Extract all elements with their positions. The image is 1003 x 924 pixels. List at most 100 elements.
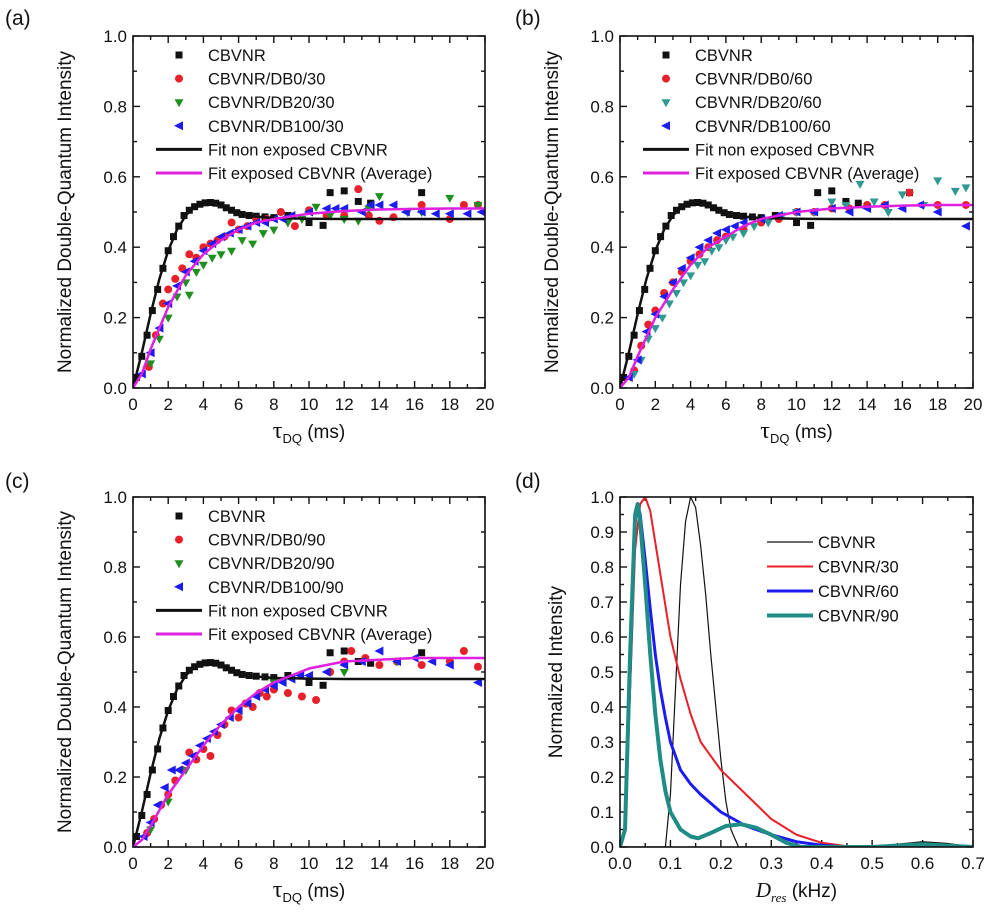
plot-frame	[619, 496, 974, 848]
data-point	[897, 191, 907, 200]
series-markers	[629, 177, 971, 379]
data-point	[166, 765, 176, 775]
y-tick-label: 0.8	[103, 558, 127, 577]
legend-label: Fit non exposed CBVNR	[695, 141, 875, 159]
legend-label: CBVNR	[208, 508, 266, 526]
y-tick-label: 0.2	[590, 768, 614, 787]
x-axis-label: τDQ (ms)	[273, 877, 345, 905]
x-tick-label: 12	[335, 854, 354, 873]
data-point	[883, 209, 893, 217]
legend: CBVNR CBVNR/DB0/60 CBVNR/DB20/60 CBVNR/DB10…	[643, 47, 919, 183]
data-point	[164, 285, 173, 294]
data-point	[686, 272, 696, 281]
data-point	[354, 197, 362, 205]
legend-marker	[175, 51, 183, 59]
x-tick-label: 8	[269, 854, 278, 873]
x-tick-label: 12	[335, 395, 354, 414]
data-point	[305, 219, 313, 227]
data-point	[933, 177, 943, 186]
data-point	[694, 242, 704, 252]
plot-frame	[132, 35, 486, 389]
y-tick-label: 0.6	[590, 168, 614, 187]
data-point	[417, 200, 426, 209]
x-axis-label-sub: DQ	[770, 431, 790, 446]
y-tick-label: 0.6	[590, 628, 614, 647]
data-point	[664, 300, 674, 309]
x-axis-label-main: τ	[760, 418, 770, 444]
data-point	[158, 299, 167, 308]
y-axis-label: Normalized Double-Quantum Intensity	[55, 50, 76, 373]
x-axis-label-unit: (ms)	[302, 881, 345, 902]
x-axis-label: τDQ (ms)	[273, 418, 345, 446]
data-point	[290, 222, 299, 231]
data-point	[347, 647, 356, 655]
data-point	[671, 289, 681, 298]
series-line	[620, 502, 973, 847]
x-axis-label-sub: DQ	[282, 890, 302, 905]
data-point	[297, 692, 306, 701]
data-point	[657, 314, 667, 323]
data-point	[854, 199, 862, 207]
data-point	[340, 187, 348, 195]
data-point	[700, 258, 710, 267]
data-point	[473, 662, 482, 671]
series-line	[620, 497, 973, 847]
data-point	[227, 247, 237, 256]
legend-label: Fit non exposed CBVNR	[208, 602, 388, 620]
legend-marker	[175, 512, 183, 520]
data-point	[960, 221, 970, 231]
data-point	[842, 197, 850, 205]
x-tick-label: 18	[440, 854, 459, 873]
y-tick-label: 0.4	[103, 698, 127, 717]
x-tick-label: 10	[787, 395, 806, 414]
x-tick-label: 2	[163, 854, 172, 873]
x-tick-label: 16	[893, 395, 912, 414]
data-point	[184, 291, 194, 300]
legend-marker	[174, 99, 184, 108]
data-point	[312, 696, 321, 704]
plot-area	[620, 497, 973, 847]
x-axis-label: Dres (kHz)	[755, 878, 837, 905]
legend-label: CBVNR/90	[818, 608, 899, 626]
legend-marker	[175, 74, 183, 83]
data-point	[180, 758, 190, 768]
x-tick-label: 0.5	[860, 854, 884, 873]
data-point	[374, 200, 384, 210]
x-tick-label: 8	[269, 395, 278, 414]
x-tick-label: 2	[163, 395, 172, 414]
data-point	[233, 706, 243, 715]
x-axis-label-main: τ	[273, 877, 283, 903]
series-line	[133, 201, 485, 388]
data-point	[729, 221, 739, 231]
data-point	[961, 184, 971, 193]
data-point	[171, 274, 180, 283]
legend-label: CBVNR/DB0/90	[208, 532, 325, 550]
plot-area	[133, 646, 485, 847]
x-axis-label-main: D	[755, 878, 771, 902]
y-tick-label: 0.3	[590, 733, 614, 752]
y-tick-label: 0.0	[103, 379, 127, 398]
panel-label: (b)	[515, 7, 541, 30]
data-point	[388, 200, 398, 210]
data-point	[173, 765, 183, 775]
data-point	[276, 208, 285, 216]
data-point	[418, 649, 426, 657]
data-point	[354, 185, 363, 194]
legend-label: Fit exposed CBVNR (Average)	[208, 165, 432, 183]
panel-label: (a)	[5, 7, 31, 30]
data-point	[319, 221, 327, 229]
data-point	[207, 254, 217, 263]
data-point	[319, 681, 327, 689]
data-point	[905, 188, 914, 197]
legend-label: CBVNR/DB20/30	[208, 94, 335, 112]
data-point	[227, 218, 236, 227]
data-point	[445, 194, 455, 203]
legend: CBVNR CBVNR/DB0/30 CBVNR/DB20/30 CBVNR/DB10…	[156, 47, 432, 183]
data-point	[185, 250, 194, 259]
legend-label: CBVNR/DB100/60	[695, 118, 831, 136]
data-point	[277, 678, 287, 687]
data-point	[242, 699, 252, 708]
panel-label: (c)	[5, 470, 30, 493]
data-point	[248, 240, 258, 249]
